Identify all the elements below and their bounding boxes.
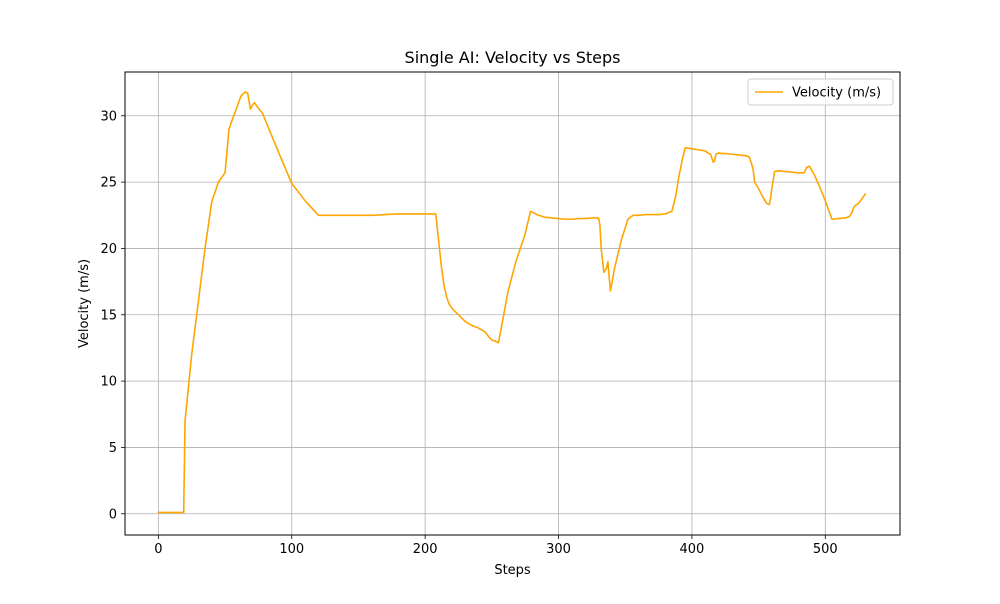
y-tick-label: 0 bbox=[109, 507, 117, 522]
plot-frame bbox=[124, 71, 901, 536]
y-tick-label: 15 bbox=[100, 308, 117, 323]
chart-title: Single AI: Velocity vs Steps bbox=[405, 48, 621, 67]
x-tick-label: 200 bbox=[413, 542, 438, 557]
y-tick-label: 10 bbox=[100, 375, 117, 390]
x-axis-ticks: 0 100 200 300 400 500 bbox=[154, 535, 838, 557]
legend: Velocity (m/s) bbox=[747, 78, 894, 106]
series-layer bbox=[157, 91, 867, 514]
y-axis-label: Velocity (m/s) bbox=[77, 259, 92, 348]
y-tick-label: 20 bbox=[100, 242, 117, 257]
velocity-series-line bbox=[157, 91, 867, 514]
x-axis-label: Steps bbox=[494, 563, 531, 578]
legend-label: Velocity (m/s) bbox=[792, 86, 881, 101]
x-tick-label: 300 bbox=[546, 542, 571, 557]
x-tick-label: 500 bbox=[813, 542, 838, 557]
x-tick-label: 100 bbox=[279, 542, 304, 557]
y-tick-label: 30 bbox=[100, 109, 117, 124]
legend-box bbox=[747, 78, 894, 106]
y-tick-label: 25 bbox=[100, 176, 117, 191]
x-tick-label: 400 bbox=[679, 542, 704, 557]
y-axis-ticks: 0 5 10 15 20 25 30 bbox=[100, 109, 125, 522]
grid bbox=[125, 72, 900, 535]
x-tick-label: 0 bbox=[154, 542, 162, 557]
y-tick-label: 5 bbox=[109, 441, 117, 456]
